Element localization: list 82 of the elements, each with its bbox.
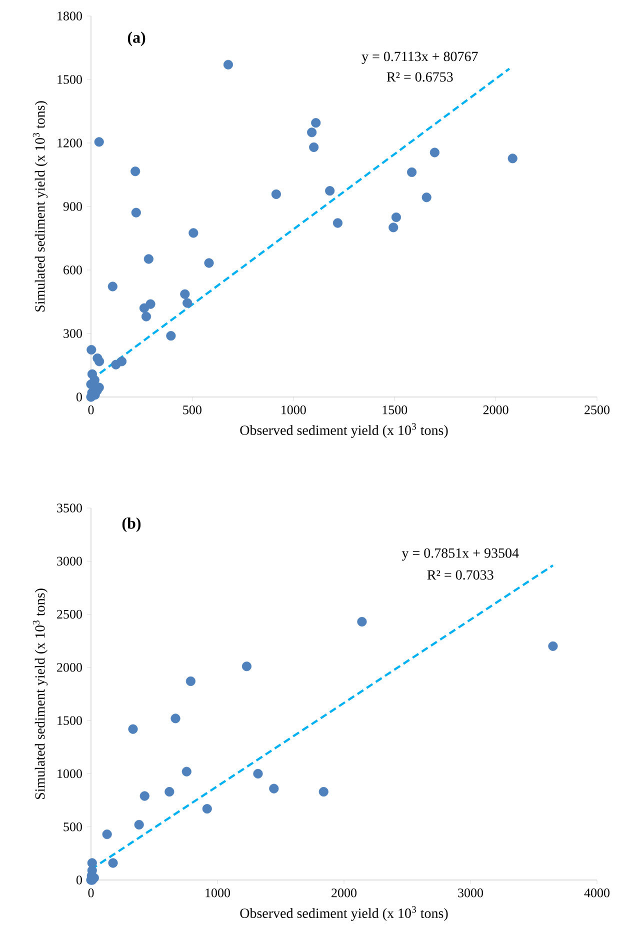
y-axis-title: Simulated sediment yield (x 10$^{3}$ tons) bbox=[32, 101, 48, 312]
point bbox=[170, 714, 180, 724]
point bbox=[269, 784, 279, 794]
x-tick-label: 1000 bbox=[282, 406, 306, 414]
point bbox=[94, 137, 104, 147]
y-axis-title: Simulated sediment yield (x 10$^{3}$ tons) bbox=[32, 588, 48, 799]
x-axis-title: Observed sediment yield (x 10$^{3}$ tons) bbox=[240, 906, 448, 921]
point bbox=[128, 724, 138, 734]
point bbox=[307, 128, 317, 138]
x-tick-label: 3000 bbox=[458, 888, 483, 898]
point bbox=[182, 298, 192, 308]
point bbox=[388, 222, 398, 232]
point bbox=[391, 212, 402, 222]
y-tick-label: 1000 bbox=[58, 769, 82, 778]
x-tick-label: 0 bbox=[88, 888, 94, 898]
x-tick-label: 2000 bbox=[332, 888, 356, 898]
y-tick-label: 300 bbox=[64, 329, 82, 338]
annotation: (a) bbox=[128, 32, 146, 46]
point bbox=[242, 662, 252, 672]
point bbox=[144, 254, 154, 264]
point bbox=[271, 189, 281, 200]
point bbox=[407, 167, 417, 177]
x-tick-label: 4000 bbox=[584, 888, 610, 898]
x-tick-label: 2000 bbox=[483, 406, 508, 414]
y-tick-label: 2500 bbox=[57, 610, 82, 619]
point bbox=[108, 282, 118, 292]
y-tick-label: 3000 bbox=[57, 556, 82, 566]
point bbox=[141, 312, 152, 322]
y-tick-label: 0 bbox=[76, 392, 82, 402]
y-tick-label: 1500 bbox=[58, 716, 82, 725]
point bbox=[202, 804, 212, 814]
x-tick-label: 1000 bbox=[206, 888, 230, 898]
y-tick-label: 600 bbox=[64, 266, 82, 274]
point bbox=[508, 154, 518, 164]
point bbox=[325, 186, 335, 196]
point bbox=[357, 616, 367, 627]
point bbox=[102, 829, 112, 840]
point bbox=[108, 858, 118, 868]
annotation: R² = 0.7033 bbox=[427, 570, 494, 580]
x-tick-label: 0 bbox=[88, 406, 94, 414]
point bbox=[309, 142, 319, 152]
point bbox=[204, 258, 214, 268]
y-tick-label: 500 bbox=[64, 822, 82, 832]
annotation: R² = 0.6753 bbox=[386, 72, 453, 82]
point bbox=[146, 299, 156, 309]
point bbox=[116, 356, 127, 366]
point bbox=[318, 786, 328, 797]
y-tick-label: 1500 bbox=[58, 75, 82, 84]
y-tick-label: 3500 bbox=[57, 504, 82, 512]
point bbox=[223, 60, 234, 70]
point bbox=[164, 786, 174, 797]
point bbox=[188, 228, 198, 238]
point bbox=[86, 344, 96, 355]
y-tick-label: 0 bbox=[76, 876, 82, 884]
y-tick-label: 900 bbox=[63, 202, 82, 211]
point bbox=[430, 148, 440, 158]
point bbox=[166, 331, 176, 341]
point bbox=[548, 641, 558, 651]
point bbox=[422, 192, 432, 202]
point bbox=[131, 208, 141, 218]
point bbox=[180, 289, 190, 299]
y-tick-label: 1200 bbox=[58, 138, 82, 148]
point bbox=[134, 820, 144, 830]
point bbox=[182, 766, 192, 776]
x-tick-label: 500 bbox=[183, 406, 202, 414]
point bbox=[253, 768, 263, 779]
point bbox=[130, 166, 140, 176]
x-tick-label: 2500 bbox=[584, 406, 610, 414]
point bbox=[186, 676, 196, 686]
point bbox=[140, 791, 150, 801]
x-axis-title: Observed sediment yield (x 10$^{3}$ tons) bbox=[240, 423, 448, 438]
point bbox=[332, 218, 343, 228]
y-tick-label: 2000 bbox=[57, 663, 82, 672]
point bbox=[90, 375, 100, 385]
y-tick-label: 1800 bbox=[58, 12, 82, 20]
annotation: y = 0.7113x + 80767 bbox=[362, 52, 478, 64]
point bbox=[94, 356, 104, 366]
annotation: y = 0.7851x + 93504 bbox=[402, 548, 519, 561]
point bbox=[92, 386, 102, 396]
x-tick-label: 1500 bbox=[382, 406, 408, 414]
point bbox=[311, 118, 321, 128]
annotation: (b) bbox=[122, 517, 141, 532]
